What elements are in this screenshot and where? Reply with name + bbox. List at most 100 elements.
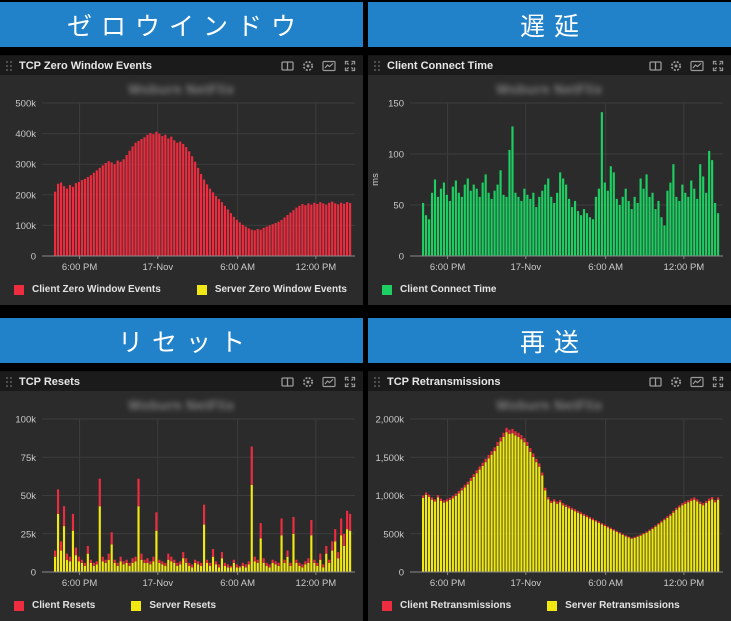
svg-text:17-Nov: 17-Nov	[510, 578, 541, 589]
svg-text:100k: 100k	[15, 415, 36, 426]
svg-text:6:00 AM: 6:00 AM	[588, 262, 623, 273]
svg-text:6:00 AM: 6:00 AM	[220, 262, 255, 273]
legend: Client Zero Window Events Server Zero Wi…	[0, 275, 363, 295]
legend-item[interactable]: Server Resets	[131, 600, 216, 611]
legend-swatch	[14, 600, 24, 611]
line-chart-icon[interactable]	[690, 376, 704, 388]
panel-header: TCP Retransmissions	[368, 372, 731, 391]
bar-chart[interactable]: 150 100 50 0 6:00 PM 17-Nov 6:00 AM 12:00 PM ms	[368, 75, 731, 275]
legend-item[interactable]: Client Zero Window Events	[14, 284, 161, 295]
drag-handle-icon[interactable]	[4, 59, 13, 72]
section-banner-label: ゼロウインドウ	[66, 12, 305, 41]
legend-label: Server Zero Window Events	[214, 284, 347, 295]
table-icon[interactable]	[281, 376, 294, 388]
svg-text:500k: 500k	[15, 99, 36, 110]
legend-label: Client Resets	[32, 600, 96, 611]
legend-swatch	[131, 600, 142, 611]
chart-panel: Client Connect Time Woburn NetFlix 150 10…	[368, 55, 731, 305]
legend-label: Server Resets	[149, 600, 217, 611]
svg-text:6:00 PM: 6:00 PM	[430, 262, 465, 273]
gear-icon[interactable]	[670, 376, 682, 388]
panel-title: TCP Zero Window Events	[19, 59, 152, 72]
legend: Client Connect Time	[368, 275, 731, 295]
section-banner-label: 遅延	[519, 12, 588, 41]
section-banner-label: 再送	[519, 328, 588, 357]
quadrant-resets: リセット TCP Resets Woburn NetFlix 100k 75k 50…	[0, 318, 363, 621]
legend-swatch	[196, 284, 207, 295]
panel-toolbar	[281, 376, 356, 388]
legend-swatch	[382, 284, 392, 295]
section-banner: リセット	[0, 318, 363, 363]
svg-text:500k: 500k	[383, 529, 404, 540]
line-chart-icon[interactable]	[690, 60, 704, 72]
expand-icon[interactable]	[344, 60, 356, 72]
legend-item[interactable]: Server Zero Window Events	[196, 284, 347, 295]
quadrant-zero-window: ゼロウインドウ TCP Zero Window Events Woburn Ne…	[0, 2, 363, 305]
section-banner: 再送	[368, 318, 731, 363]
panel-title: Client Connect Time	[387, 59, 494, 72]
expand-icon[interactable]	[344, 376, 356, 388]
legend-label: Client Connect Time	[400, 284, 497, 295]
panel-toolbar	[649, 376, 724, 388]
table-icon[interactable]	[649, 376, 662, 388]
chart-area[interactable]: Woburn NetFlix 150 100 50 0 6:00 PM 17-Nov 6:0…	[368, 75, 731, 275]
svg-text:6:00 PM: 6:00 PM	[62, 578, 97, 589]
chart-area[interactable]: Woburn NetFlix 2,000k 1,500k 1,000k 500k 0 6:…	[368, 391, 731, 591]
drag-handle-icon[interactable]	[372, 375, 381, 388]
section-banner: ゼロウインドウ	[0, 2, 363, 47]
bar-chart[interactable]: 100k 75k 50k 25k 0 6:00 PM 17-Nov 6:00 AM 12:00 …	[0, 391, 363, 591]
table-icon[interactable]	[649, 60, 662, 72]
legend-item[interactable]: Client Connect Time	[382, 284, 497, 295]
svg-text:12:00 PM: 12:00 PM	[664, 262, 705, 273]
svg-text:2,000k: 2,000k	[375, 415, 404, 426]
legend-item[interactable]: Server Retransmissions	[547, 600, 680, 611]
expand-icon[interactable]	[712, 60, 724, 72]
section-banner: 遅延	[368, 2, 731, 47]
svg-text:12:00 PM: 12:00 PM	[296, 262, 337, 273]
svg-text:6:00 AM: 6:00 AM	[220, 578, 255, 589]
gear-icon[interactable]	[670, 60, 682, 72]
panel-toolbar	[281, 60, 356, 72]
chart-area[interactable]: Woburn NetFlix 100k 75k 50k 25k 0 6:00 PM 17-N…	[0, 391, 363, 591]
svg-text:17-Nov: 17-Nov	[142, 578, 173, 589]
legend-item[interactable]: Client Retransmissions	[382, 600, 511, 611]
legend-item[interactable]: Client Resets	[14, 600, 95, 611]
svg-text:75k: 75k	[21, 453, 37, 464]
svg-text:25k: 25k	[21, 529, 37, 540]
gear-icon[interactable]	[302, 60, 314, 72]
chart-area[interactable]: Woburn NetFlix 500k 400k 300k 200k 100k 0 6:00…	[0, 75, 363, 275]
svg-text:0: 0	[31, 568, 36, 579]
legend: Client Resets Server Resets	[0, 591, 363, 611]
line-chart-icon[interactable]	[322, 60, 336, 72]
table-icon[interactable]	[281, 60, 294, 72]
svg-text:1,000k: 1,000k	[375, 491, 404, 502]
chart-panel: TCP Zero Window Events Woburn NetFlix 50…	[0, 55, 363, 305]
chart-panel: TCP Resets Woburn NetFlix 100k 75k 50k 25k 0…	[0, 371, 363, 621]
svg-text:12:00 PM: 12:00 PM	[664, 578, 705, 589]
legend-swatch	[14, 284, 24, 295]
bar-chart[interactable]: 500k 400k 300k 200k 100k 0 6:00 PM 17-Nov 6:00 A…	[0, 75, 363, 275]
legend-label: Server Retransmissions	[565, 600, 680, 611]
svg-text:ms: ms	[370, 173, 381, 186]
svg-text:0: 0	[399, 252, 404, 263]
svg-text:150: 150	[388, 99, 404, 110]
line-chart-icon[interactable]	[322, 376, 336, 388]
svg-text:6:00 AM: 6:00 AM	[588, 578, 623, 589]
drag-handle-icon[interactable]	[372, 59, 381, 72]
expand-icon[interactable]	[712, 376, 724, 388]
svg-text:6:00 PM: 6:00 PM	[430, 578, 465, 589]
svg-text:400k: 400k	[15, 129, 36, 140]
svg-text:1,500k: 1,500k	[375, 453, 404, 464]
gear-icon[interactable]	[302, 376, 314, 388]
legend-swatch	[547, 600, 558, 611]
svg-text:300k: 300k	[15, 160, 36, 171]
svg-text:17-Nov: 17-Nov	[510, 262, 541, 273]
panel-header: TCP Zero Window Events	[0, 56, 363, 75]
drag-handle-icon[interactable]	[4, 375, 13, 388]
chart-panel: TCP Retransmissions Woburn NetFlix 2,000…	[368, 371, 731, 621]
quadrant-latency: 遅延 Client Connect Time Woburn NetFlix 15…	[368, 2, 731, 305]
bar-chart[interactable]: 2,000k 1,500k 1,000k 500k 0 6:00 PM 17-Nov 6:00…	[368, 391, 731, 591]
svg-text:50: 50	[393, 201, 404, 212]
quadrant-retransmissions: 再送 TCP Retransmissions Woburn NetFlix 2,…	[368, 318, 731, 621]
